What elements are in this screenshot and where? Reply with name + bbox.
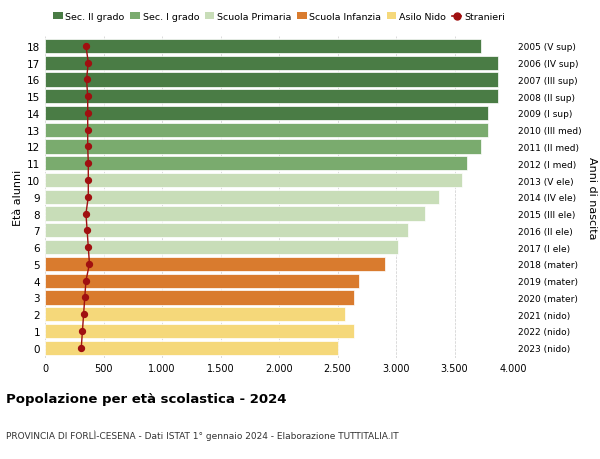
Point (81, 277, 91, 285)
Point (85, 261, 94, 268)
Bar (45, 274, 359, 288)
Bar (45, 123, 488, 138)
Point (83, 127, 92, 134)
Point (82, 227, 92, 235)
Bar (45, 90, 498, 104)
Text: Popolazione per età scolastica - 2024: Popolazione per età scolastica - 2024 (6, 392, 287, 405)
Point (83, 194, 93, 201)
Point (79, 311, 88, 318)
Bar (45, 241, 398, 255)
Bar (45, 207, 425, 221)
Text: PROVINCIA DI FORLÌ-CESENA - Dati ISTAT 1° gennaio 2024 - Elaborazione TUTTITALIA: PROVINCIA DI FORLÌ-CESENA - Dati ISTAT 1… (6, 429, 398, 440)
Point (83, 93, 92, 101)
Bar (45, 190, 439, 204)
Point (81, 210, 91, 218)
Point (83, 60, 93, 67)
Point (83, 160, 93, 168)
Bar (45, 257, 385, 271)
Point (81, 43, 91, 50)
Bar (45, 157, 467, 171)
Point (83, 244, 93, 251)
Bar (45, 73, 498, 87)
Bar (45, 106, 488, 121)
Point (83, 110, 92, 118)
Point (76, 344, 86, 352)
Bar (45, 174, 461, 188)
Bar (45, 56, 498, 71)
Y-axis label: Anni di nascita: Anni di nascita (587, 156, 597, 239)
Bar (45, 140, 481, 154)
Bar (45, 224, 408, 238)
Bar (45, 324, 354, 338)
Point (83, 144, 92, 151)
Point (82, 77, 91, 84)
Bar (45, 341, 337, 355)
Bar (45, 39, 481, 54)
Point (77, 328, 87, 335)
Point (83, 177, 93, 185)
Legend: Sec. II grado, Sec. I grado, Scuola Primaria, Scuola Infanzia, Asilo Nido, Stran: Sec. II grado, Sec. I grado, Scuola Prim… (49, 9, 509, 26)
Y-axis label: Età alunni: Età alunni (13, 169, 23, 225)
Bar (45, 308, 344, 322)
Bar (45, 291, 354, 305)
Point (80, 294, 89, 302)
